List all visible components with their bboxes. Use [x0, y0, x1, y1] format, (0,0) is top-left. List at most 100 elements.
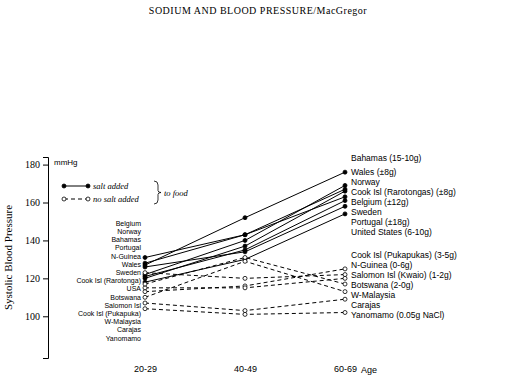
- series-labels: Belgium Norway BahamasPortugalN-GuineaWale…: [76, 153, 457, 341]
- legend-entry: salt added: [62, 181, 129, 191]
- series-point: [243, 250, 247, 254]
- y-tick-label: 120: [25, 273, 40, 284]
- series: [143, 307, 347, 317]
- x-tick-label: 20-29: [134, 364, 157, 374]
- end-label: Belgium (±12g): [351, 197, 409, 207]
- y-tick-label: 180: [25, 159, 40, 170]
- y-tick-mark: [43, 316, 48, 317]
- series-point: [343, 212, 347, 216]
- y-tick-mark: [43, 165, 48, 166]
- x-axis: 20-29 40-49 60-69: [134, 364, 357, 374]
- title: SODIUM AND BLOOD PRESSURE/MacGregor: [149, 5, 368, 16]
- x-tick: 20-29: [134, 364, 157, 374]
- start-label: Belgium: [116, 220, 141, 228]
- y-tick: 180: [25, 159, 48, 170]
- end-label: Bahamas (15-10g): [351, 153, 422, 163]
- series: [143, 271, 347, 281]
- end-label: Carajas: [351, 300, 380, 310]
- y-axis: 100 120 140 160 180: [25, 158, 49, 359]
- series-line: [145, 214, 345, 282]
- series: [143, 204, 347, 269]
- legend-note: to food: [164, 188, 189, 198]
- y-tick-label: 100: [25, 311, 40, 322]
- series-line: [145, 261, 345, 297]
- series-line: [145, 206, 345, 267]
- legend-marker: [86, 184, 90, 188]
- y-unit: mmHg: [54, 158, 78, 167]
- series: [143, 259, 347, 299]
- series-point: [343, 290, 347, 294]
- end-label: Botswana (2-0g): [351, 280, 414, 290]
- end-label: Norway: [351, 177, 381, 187]
- end-label: Yanomamo (0.05g NaCl): [351, 310, 445, 320]
- end-label: Cook Isl (Pukapukas) (3-5g): [351, 250, 457, 260]
- series-line: [145, 189, 345, 263]
- x-tick-label: 40-49: [234, 364, 257, 374]
- start-label: Yanomamo: [106, 335, 141, 342]
- series-point: [143, 265, 147, 269]
- series-point: [343, 189, 347, 193]
- end-label: Salomon Isl (Kwaio) (1-2g): [351, 270, 452, 280]
- start-label: Portugal: [115, 244, 142, 252]
- start-label: Wales: [122, 261, 142, 268]
- series-line: [145, 269, 345, 292]
- y-tick-label: 160: [25, 197, 40, 208]
- series-point: [343, 297, 347, 301]
- legend-marker: [86, 197, 90, 201]
- y-tick: 140: [25, 235, 48, 246]
- legend-label: no salt added: [93, 194, 140, 204]
- plot-area: [143, 170, 347, 316]
- series-point: [143, 282, 147, 286]
- series-point: [343, 282, 347, 286]
- series-point: [243, 216, 247, 220]
- legend-marker: [62, 197, 66, 201]
- start-label: Salomon Isl: [104, 302, 141, 309]
- series-point: [143, 295, 147, 299]
- x-tick: 60-69: [334, 364, 357, 374]
- series-line: [145, 191, 345, 278]
- end-label: N-Guinea (0-6g): [351, 260, 413, 270]
- series: [143, 256, 347, 287]
- series: [143, 212, 347, 284]
- start-label: USA: [127, 285, 142, 292]
- x-tick: 40-49: [234, 364, 257, 374]
- y-tick: 160: [25, 197, 48, 208]
- legend: salt added no salt added to food: [62, 181, 189, 204]
- series: [143, 187, 347, 265]
- series-line: [145, 258, 345, 285]
- start-label: Sweden: [116, 269, 141, 276]
- start-label: W-Malaysia: [105, 318, 142, 326]
- end-label: Sweden: [351, 207, 382, 217]
- legend-swatch: [64, 199, 88, 200]
- y-tick-mark: [43, 203, 48, 204]
- start-label: N-Guinea: [111, 253, 141, 260]
- legend-marker: [62, 184, 66, 188]
- series-point: [343, 310, 347, 314]
- series-point: [343, 170, 347, 174]
- end-label: Cook Isl (Rarotongas) (±8g): [351, 187, 456, 197]
- start-label: Cook Isl (Rarotonga): [76, 277, 141, 285]
- start-label: Bahamas: [111, 236, 141, 243]
- series-point: [243, 312, 247, 316]
- y-tick: 100: [25, 311, 48, 322]
- series-point: [143, 271, 147, 275]
- series-point: [343, 267, 347, 271]
- series-point: [243, 259, 247, 263]
- series-point: [243, 233, 247, 237]
- series: [143, 189, 347, 280]
- chart-svg: SODIUM AND BLOOD PRESSURE/MacGregor 100 12…: [0, 0, 516, 389]
- y-axis-title: Systolic Blood Pressure: [2, 205, 14, 310]
- series: [143, 199, 347, 279]
- series-point: [343, 204, 347, 208]
- series-point: [143, 301, 147, 305]
- series: [143, 183, 347, 276]
- series-line: [145, 185, 345, 274]
- series-point: [143, 256, 147, 260]
- x-axis-title: Age: [361, 365, 377, 375]
- series-point: [143, 307, 147, 311]
- series-point: [243, 233, 247, 237]
- series-line: [145, 172, 345, 265]
- y-axis-line: [43, 158, 49, 359]
- series: [143, 267, 347, 294]
- legend-swatch: [64, 186, 88, 187]
